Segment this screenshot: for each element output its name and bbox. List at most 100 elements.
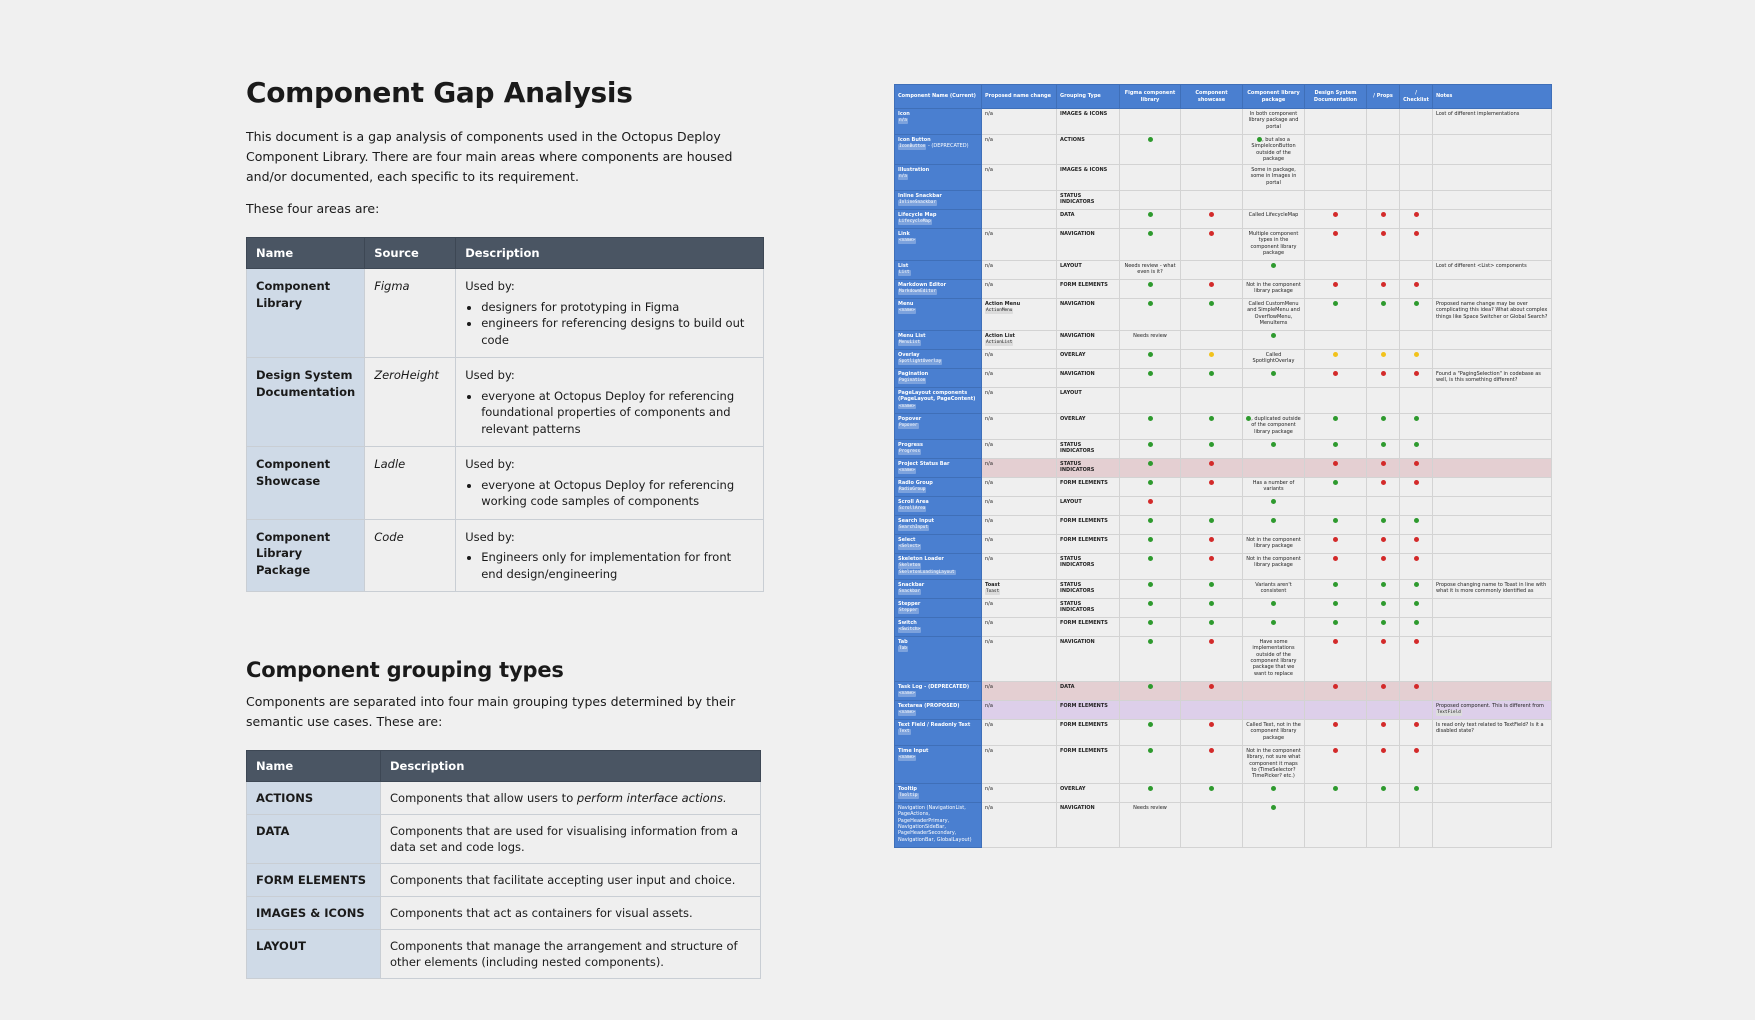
props-status-cell — [1366, 745, 1400, 785]
props-status-cell — [1366, 387, 1400, 415]
status-dot-icon — [1147, 556, 1153, 562]
figma-status-cell — [1119, 579, 1181, 600]
component-name-cell: Stepper Stepper — [894, 598, 982, 619]
gap-header-cell: Component library package — [1242, 84, 1305, 109]
status-dot-icon — [1380, 231, 1386, 237]
showcase-status-cell — [1180, 260, 1243, 281]
gap-row: Inline Snackbar InlineSnackbar STATUS INDI… — [894, 190, 1552, 211]
package-status-cell: Not in the component library package — [1242, 553, 1305, 581]
proposed-name: n/a — [985, 352, 993, 359]
proposed-name: n/a — [985, 639, 993, 646]
status-dot-icon — [1333, 722, 1338, 728]
areas-row: Design System Documentation ZeroHeight Use… — [245, 357, 764, 447]
intro-paragraph: This document is a gap analysis of compo… — [246, 129, 733, 184]
proposed-name-cell: n/a — [981, 164, 1057, 192]
grouping-type-cell: FORM ELEMENTS — [1056, 279, 1120, 300]
component-code: <name> — [898, 468, 916, 474]
proposed-name-cell: n/a — [981, 477, 1057, 498]
status-dot-icon — [1209, 601, 1214, 607]
notes-cell — [1432, 477, 1552, 498]
checklist-status-cell — [1399, 745, 1433, 785]
grouping-type-cell: ACTIONS — [1056, 133, 1120, 166]
component-code: MarkdownEditor — [898, 289, 938, 295]
package-status-cell — [1242, 496, 1305, 517]
figma-status-cell — [1119, 496, 1181, 517]
showcase-status-cell — [1180, 190, 1243, 211]
status-dot-icon — [1380, 748, 1386, 754]
status-dot-icon — [1209, 722, 1214, 728]
notes-cell — [1432, 515, 1552, 536]
figma-status-cell — [1119, 298, 1181, 332]
props-status-cell — [1366, 700, 1400, 721]
component-code: <Switch> — [898, 627, 922, 633]
component-code: LifecycleMap — [898, 219, 932, 225]
gap-header-cell: Figma component library — [1119, 84, 1181, 109]
package-status-cell: Have some implementations outside of the… — [1242, 636, 1305, 683]
props-status-cell — [1366, 260, 1400, 281]
gap-row: Tooltip Tooltip n/a OVERLAY — [894, 783, 1552, 804]
gap-row: Scroll Area ScrollArea n/a LAYOUT — [894, 496, 1552, 517]
gap-row: Lifecycle Map LifecycleMap DATA Called Life… — [894, 209, 1552, 230]
component-code: Progress — [898, 449, 922, 455]
component-name: Icon Button — [898, 137, 931, 143]
component-code: Skeleton — [898, 563, 922, 569]
showcase-status-cell — [1180, 164, 1243, 192]
notes-cell — [1432, 681, 1552, 702]
status-dot-icon — [1413, 684, 1419, 690]
docs-status-cell — [1304, 681, 1367, 702]
gap-row: Snackbar Snackbar Toast Toast STATUS INDICAT… — [894, 579, 1552, 600]
notes-cell: Proposed component. This is different fr… — [1432, 700, 1552, 721]
status-dot-icon — [1413, 301, 1419, 307]
status-dot-icon — [1380, 352, 1386, 358]
package-note: , duplicated outside of the component li… — [1251, 416, 1301, 435]
proposed-name: n/a — [985, 601, 993, 608]
component-code: Snackbar — [898, 589, 922, 595]
figma-status-cell — [1119, 279, 1181, 300]
grouping-name: FORM ELEMENTS — [246, 863, 381, 897]
figma-status-cell — [1119, 458, 1181, 479]
docs-status-cell — [1304, 534, 1367, 555]
notes-text: Is read only text related to TextField? … — [1436, 722, 1544, 735]
proposed-name: n/a — [985, 722, 993, 729]
checklist-status-cell — [1399, 617, 1433, 638]
package-status-cell — [1242, 617, 1305, 638]
figma-status-cell — [1119, 553, 1181, 581]
figma-status-cell — [1119, 745, 1181, 785]
status-dot-icon — [1209, 231, 1214, 237]
figma-status-cell — [1119, 228, 1181, 262]
component-code: Pagination — [898, 378, 927, 384]
status-dot-icon — [1413, 537, 1419, 543]
proposed-name: n/a — [985, 263, 993, 270]
status-dot-icon — [1147, 231, 1153, 237]
status-dot-icon — [1147, 684, 1153, 690]
showcase-status-cell — [1180, 783, 1243, 804]
props-status-cell — [1366, 228, 1400, 262]
gap-header-cell: Component showcase — [1180, 84, 1243, 109]
status-dot-icon — [1333, 518, 1338, 524]
showcase-status-cell — [1180, 133, 1243, 166]
status-dot-icon — [1380, 582, 1386, 588]
proposed-name-cell: n/a — [981, 598, 1057, 619]
docs-status-cell — [1304, 108, 1367, 135]
gap-row: Task Log - (DEPRECATED) <name> n/a DATA — [894, 681, 1552, 702]
grouping-type-cell: FORM ELEMENTS — [1056, 477, 1120, 498]
notes-cell: Lost of different <List> components — [1432, 260, 1552, 281]
status-dot-icon — [1413, 639, 1419, 645]
grouping-type-cell: IMAGES & ICONS — [1056, 108, 1120, 135]
showcase-status-cell — [1180, 439, 1243, 460]
showcase-status-cell — [1180, 368, 1243, 389]
notes-text: Propose changing name to Toast in line w… — [1436, 582, 1547, 595]
showcase-status-cell — [1180, 298, 1243, 332]
document-panel: Component Gap Analysis This document is … — [245, 76, 766, 979]
area-source: Ladle — [364, 446, 457, 520]
status-dot-icon — [1413, 556, 1419, 562]
notes-cell — [1432, 534, 1552, 555]
showcase-status-cell — [1180, 802, 1243, 849]
docs-status-cell — [1304, 260, 1367, 281]
checklist-status-cell — [1399, 458, 1433, 479]
grouping-title: Component grouping types — [246, 658, 564, 682]
props-status-cell — [1366, 719, 1400, 747]
status-dot-icon — [1413, 582, 1419, 588]
status-dot-icon — [1333, 301, 1338, 307]
cell-text: Needs review - what even is it? — [1124, 263, 1176, 276]
